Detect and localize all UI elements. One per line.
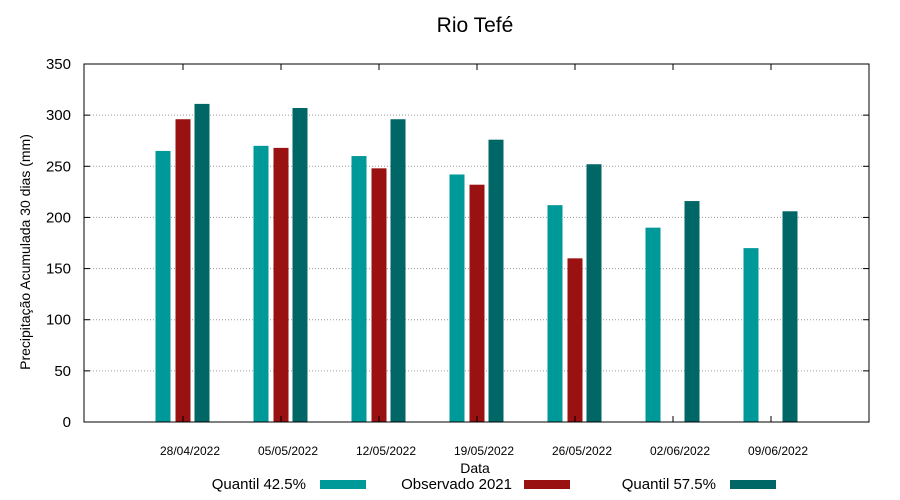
bar — [273, 147, 289, 423]
bar — [645, 227, 661, 422]
bar — [292, 107, 308, 423]
y-tick-label: 300 — [46, 107, 71, 124]
bar — [155, 150, 171, 422]
bars — [155, 103, 798, 423]
x-tick-label: 28/04/2022 — [160, 444, 220, 458]
legend: Quantil 42.5% Observado 2021 Quantil 57.5% — [212, 476, 776, 493]
y-tick-label: 100 — [46, 312, 71, 329]
bar — [488, 139, 504, 423]
bar — [253, 145, 269, 423]
x-tick-label: 26/05/2022 — [552, 444, 612, 458]
legend-label: Observado 2021 — [401, 476, 512, 493]
legend-label: Quantil 57.5% — [622, 476, 716, 493]
bar — [351, 156, 367, 423]
y-tick-label: 0 — [63, 414, 71, 431]
bar — [567, 258, 583, 422]
y-axis-label: Precipitação Acumulada 30 dias (mm) — [17, 134, 33, 370]
bar — [586, 164, 602, 423]
bar — [684, 201, 700, 422]
x-tick-label: 09/06/2022 — [748, 444, 808, 458]
y-tick-label: 250 — [46, 158, 71, 175]
y-tick-label: 150 — [46, 261, 71, 278]
legend-swatch — [730, 480, 776, 489]
bar — [469, 184, 485, 422]
x-axis-ticks: 28/04/2022 05/05/2022 12/05/2022 19/05/2022… — [160, 64, 808, 458]
x-tick-label: 19/05/2022 — [454, 444, 514, 458]
bar — [390, 119, 406, 422]
legend-label: Quantil 42.5% — [212, 476, 306, 493]
chart-title: Rio Tefé — [437, 14, 514, 37]
y-tick-label: 350 — [46, 56, 71, 73]
bar — [547, 205, 563, 422]
bar — [782, 211, 798, 422]
x-tick-label: 02/06/2022 — [650, 444, 710, 458]
bar — [194, 103, 210, 423]
grid-lines — [84, 114, 869, 372]
y-tick-label: 200 — [46, 209, 71, 226]
bar — [449, 174, 465, 422]
legend-swatch — [524, 480, 570, 489]
y-axis-ticks: 0 50 100 150 200 250 300 350 — [46, 56, 869, 431]
bar — [743, 248, 759, 422]
legend-swatch — [320, 480, 366, 489]
bar — [371, 168, 387, 422]
x-axis-label: Data — [460, 460, 490, 476]
bar — [175, 119, 191, 422]
y-tick-label: 50 — [54, 363, 71, 380]
x-tick-label: 05/05/2022 — [258, 444, 318, 458]
x-tick-label: 12/05/2022 — [356, 444, 416, 458]
